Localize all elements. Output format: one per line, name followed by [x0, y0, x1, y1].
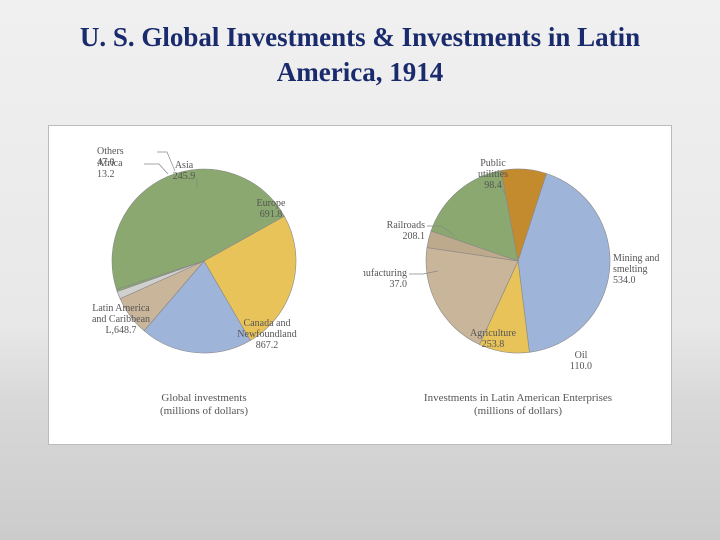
slice-label: L,648.7: [105, 325, 136, 336]
chart2-caption-line2: (millions of dollars): [363, 405, 673, 418]
chart2-caption-line1: Investments in Latin American Enterprise…: [363, 392, 673, 405]
slice-label: utilities: [478, 169, 508, 180]
slice-label: smelting: [613, 264, 647, 275]
slice-label: 13.2: [97, 169, 115, 180]
slice-label: 37.0: [390, 279, 408, 290]
pie-global: Latin Americaand CaribbeanL,648.7 Canada …: [49, 136, 359, 386]
slice-label: 245.9: [173, 171, 196, 182]
slice-label: Latin America: [92, 303, 150, 314]
chart1-caption-line1: Global investments: [49, 392, 359, 405]
slice-label: Manufacturing: [363, 268, 407, 279]
slice-label: and Caribbean: [92, 314, 150, 325]
slice-label: Public: [480, 158, 506, 169]
page-title: U. S. Global Investments & Investments i…: [0, 0, 720, 100]
slice-label: Oil: [575, 350, 588, 361]
slice-label: Canada and: [244, 318, 291, 329]
slice-label: 691.8: [260, 209, 283, 220]
slice-label: 867.2: [256, 340, 279, 351]
chart1-caption-line2: (millions of dollars): [49, 405, 359, 418]
slice-label: Newfoundland: [237, 329, 296, 340]
slice-label: 534.0: [613, 275, 636, 286]
slice-label: 98.4: [484, 180, 502, 191]
latin-america-chart: Mining andsmelting534.0 Oil110.0 Agricultu…: [363, 136, 673, 418]
chart2-caption: Investments in Latin American Enterprise…: [363, 392, 673, 418]
slice-label: 208.1: [403, 231, 426, 242]
global-investments-chart: Latin Americaand CaribbeanL,648.7 Canada …: [49, 136, 359, 418]
pie-latin: Mining andsmelting534.0 Oil110.0 Agricultu…: [363, 136, 673, 386]
slice-label: 253.8: [482, 339, 505, 350]
charts-panel: Latin Americaand CaribbeanL,648.7 Canada …: [48, 125, 672, 445]
leader-line: [144, 164, 168, 174]
slice-label: Agriculture: [470, 328, 517, 339]
leader-line: [157, 152, 175, 171]
slice-label: 110.0: [570, 361, 592, 372]
slice-label: Africa: [97, 158, 123, 169]
slice-label: Railroads: [387, 220, 425, 231]
slice-label: Asia: [175, 160, 194, 171]
slice-label: Mining and: [613, 253, 659, 264]
chart1-caption: Global investments (millions of dollars): [49, 392, 359, 418]
slice-label: Others: [97, 146, 124, 157]
slice-label: Europe: [257, 198, 286, 209]
